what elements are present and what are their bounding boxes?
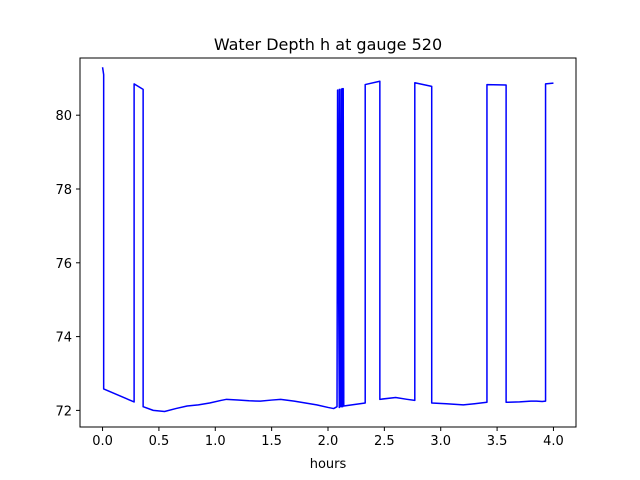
- plot-area: [101, 67, 554, 413]
- y-tick-label: 76: [55, 257, 72, 272]
- x-tick-label: 0.0: [92, 434, 113, 449]
- y-tick-label: 72: [55, 404, 72, 419]
- y-tick-label: 80: [55, 109, 72, 124]
- x-tick-label: 2.0: [318, 434, 339, 449]
- x-tick-label: 2.5: [374, 434, 395, 449]
- plot-frame: [79, 57, 577, 428]
- series-line: [101, 67, 554, 413]
- x-tick-label: 3.0: [430, 434, 451, 449]
- x-tick-label: 0.5: [149, 434, 170, 449]
- x-tick-label: 1.5: [261, 434, 282, 449]
- x-axis-ticks: 0.0 0.5 1.0 1.5 2.0 2.5 3.0 3.5 4.0: [92, 427, 564, 449]
- y-axis-ticks: 72 74 76 78 80: [55, 109, 80, 419]
- chart-title: Water Depth h at gauge 520: [214, 35, 442, 54]
- x-axis-label: hours: [310, 457, 347, 472]
- y-tick-label: 78: [55, 183, 72, 198]
- x-tick-label: 1.0: [205, 434, 226, 449]
- x-tick-label: 3.5: [487, 434, 508, 449]
- x-tick-label: 4.0: [543, 434, 564, 449]
- y-tick-label: 74: [55, 331, 72, 346]
